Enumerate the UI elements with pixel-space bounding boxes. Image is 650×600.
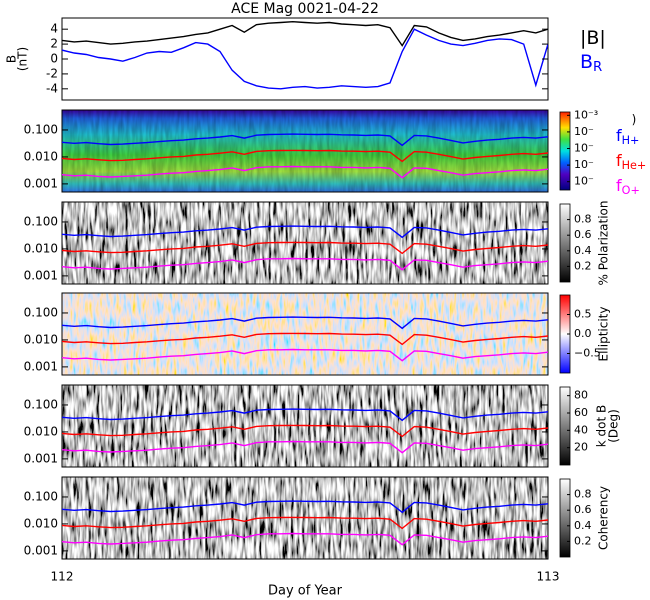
colorbar-tick-label: 0.6 [574,228,592,241]
colorbar-tick-label: 60 [574,406,588,419]
colorbar-label: Ellipticity [597,307,611,362]
series-line [62,225,548,239]
y-tick-label: 0.001 [24,543,58,557]
y-tick-label: -2 [46,66,58,80]
colorbar [559,478,571,558]
series-line [62,28,548,90]
y-tick-label: 0.001 [24,451,58,465]
legend-subscript: R [593,60,602,75]
colorbar [559,111,571,191]
series-line [62,332,548,346]
series-line [62,516,548,530]
y-tick-label: 0.100 [24,305,58,319]
x-tick-label: 113 [537,570,560,584]
colorbar-label: Coherency [597,486,611,550]
plot-frame [61,17,549,101]
series-line [62,241,548,255]
y-tick-label: 0.010 [24,149,58,163]
colorbar-tick-label: 0.2 [574,259,592,272]
colorbar-tick-label: 10⁻ [574,158,594,171]
y-tick-label: 0.010 [24,241,58,255]
legend-entry: fO+ [616,176,640,198]
series-line [62,149,548,163]
colorbar [559,386,571,466]
series-line [62,165,548,179]
y-tick-label: 4 [50,22,58,36]
colorbar-tick-label: 10⁻³ [574,108,598,121]
series-line [62,408,548,422]
colorbar-label: % Polarization [597,201,611,286]
series-line [62,133,548,147]
series-line [62,440,548,454]
colorbar-tick-label: 0.2 [574,534,592,547]
colorbar-tick-label: 80 [574,389,588,402]
series-line [62,20,548,47]
y-axis-label: B [5,55,19,63]
colorbar-tick-label: 10⁻ [574,125,594,138]
plot-frame [61,384,549,468]
y-tick-label: 0.100 [24,489,58,503]
plot-frame [61,201,549,285]
plot-frame [61,476,549,560]
colorbar-label: (Deg) [607,409,621,443]
y-tick-label: -4 [46,81,58,95]
plot-frame [61,109,549,193]
plot-frame [61,292,549,376]
series-line [62,348,548,362]
colorbar-tick-label: 0.8 [574,213,592,226]
legend-subscript: O+ [622,184,640,197]
colorbar-tick-label: 0.4 [574,244,592,257]
y-axis-label: (nT) [16,47,30,71]
series-line [62,316,548,330]
series-line [62,532,548,546]
y-tick-label: 0.001 [24,268,58,282]
legend-subscript: He+ [622,159,647,172]
colorbar-tick-label: 20 [574,441,588,454]
colorbar-tick-label: 10⁻ [574,175,594,188]
colorbar-tick-label: 0.4 [574,519,592,532]
colorbar-label: ) [632,113,637,127]
colorbar-tick-label: 0.8 [574,488,592,501]
x-axis-label: Day of Year [268,584,343,599]
legend-entry: |B| [580,27,606,49]
colorbar-tick-label: 40 [574,423,588,436]
colorbar-tick-label: 0.6 [574,503,592,516]
y-tick-label: 2 [50,37,58,51]
y-tick-label: 0 [50,52,58,66]
y-tick-label: 0.100 [24,397,58,411]
legend-name: |B| [580,27,606,49]
legend-name: f [616,126,622,145]
colorbar-tick-label: 0.0 [574,327,592,340]
x-tick-label: 112 [51,570,74,584]
y-tick-label: 0.010 [24,424,58,438]
y-tick-label: 0.001 [24,176,58,190]
series-line [62,424,548,438]
y-tick-label: 0.010 [24,516,58,530]
series-line [62,500,548,514]
legend-entry: fH+ [616,126,639,148]
colorbar-label: k dot B [595,405,609,447]
y-tick-label: 0.100 [24,122,58,136]
legend-name: B [580,51,593,73]
colorbar-tick-label: 0.5 [574,308,592,321]
y-tick-label: 0.010 [24,332,58,346]
colorbar [559,203,571,283]
series-line [62,257,548,271]
legend-entry: BR [580,51,602,76]
y-tick-label: 0.100 [24,214,58,228]
legend-name: f [616,176,622,195]
chart-title: ACE Mag 0021-04-22 [231,1,379,17]
colorbar-tick-label: −0.5 [574,347,601,360]
legend-subscript: H+ [622,134,640,147]
colorbar-tick-label: 10⁻ [574,142,594,155]
y-tick-label: 0.001 [24,359,58,373]
legend-name: f [616,151,622,170]
legend-entry: fHe+ [616,151,646,173]
